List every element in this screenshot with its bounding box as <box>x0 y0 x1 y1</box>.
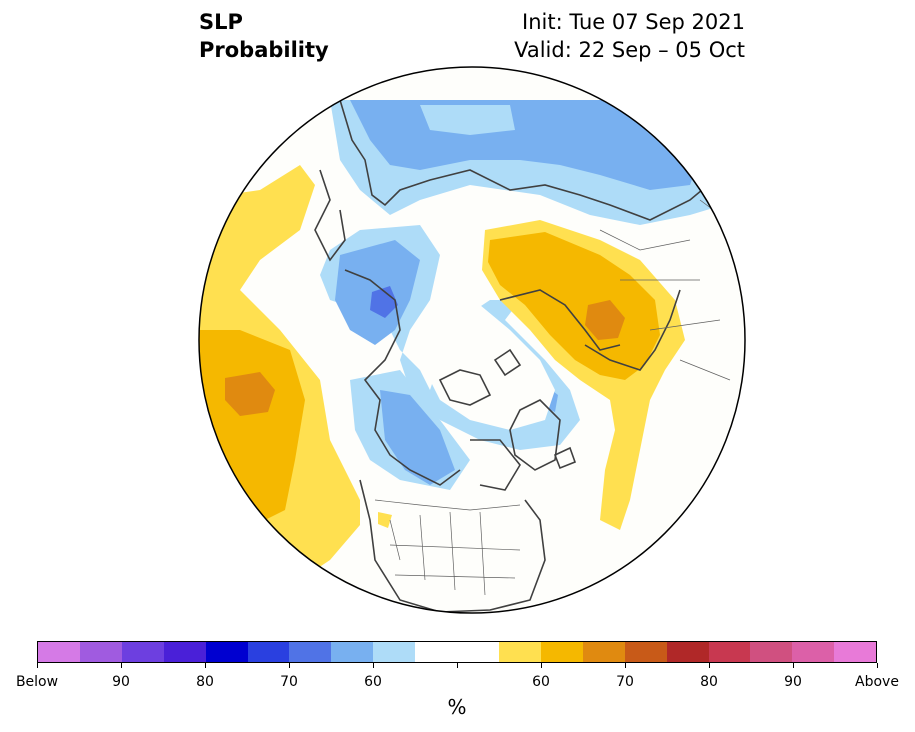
colorbar-tick-label: 60 <box>364 674 382 690</box>
colorbar-segment <box>708 642 751 662</box>
greenland-coast <box>509 399 561 471</box>
colorbar-segment <box>834 642 877 662</box>
colorbar-tick <box>36 663 38 668</box>
iceland-coast <box>553 446 577 470</box>
valid-range: Valid: 22 Sep – 05 Oct <box>514 38 745 62</box>
borders <box>374 199 741 596</box>
atlantic-above-mid-region <box>199 330 305 520</box>
coastlines <box>314 99 721 613</box>
colorbar-segment <box>498 642 541 662</box>
europe-above-mid-region <box>488 232 660 380</box>
colorbar-segment <box>792 642 835 662</box>
chart-title: SLP Probability <box>199 8 329 64</box>
colorbar-segment <box>121 642 164 662</box>
asia-borders <box>599 199 741 381</box>
colorbar-tick-label: 80 <box>196 674 214 690</box>
colorbar-segment <box>415 642 458 662</box>
colorbar-tick-label: 90 <box>784 674 802 690</box>
colorbar-tick-label: 90 <box>112 674 130 690</box>
alaska-coast <box>344 269 461 486</box>
colorbar-tick <box>456 663 458 668</box>
arctic-neutral-region <box>425 305 555 430</box>
scandinavia-coast <box>499 289 621 351</box>
colorbar-tick <box>876 663 878 668</box>
hudson-bay-coast <box>470 439 521 491</box>
colorbar-segment <box>247 642 290 662</box>
colorbar-tick-label: 70 <box>616 674 634 690</box>
colorbar-segment <box>540 642 583 662</box>
title-variable: SLP <box>199 10 243 34</box>
colorbar-tick <box>288 663 290 668</box>
colorbar-tick <box>624 663 626 668</box>
siberia-below-inner-region <box>420 105 515 135</box>
colorbar-segment <box>457 642 499 662</box>
colorbar-tick-label: 70 <box>280 674 298 690</box>
colorbar-tick-label: 80 <box>700 674 718 690</box>
atlantic-above-small-region <box>378 512 392 528</box>
colorbar-segment <box>205 642 248 662</box>
pacific-below-center-region <box>370 286 398 318</box>
asia-north-coast <box>339 99 721 221</box>
colorbar-segment <box>582 642 625 662</box>
colorbar-segment <box>750 642 793 662</box>
colorbar-segment <box>163 642 206 662</box>
colorbar-segment <box>289 642 332 662</box>
europe-above-core-region <box>585 300 625 340</box>
colorbar-unit: % <box>447 695 467 719</box>
colorbar-tick <box>120 663 122 668</box>
colorbar-segment <box>38 642 80 662</box>
colorbar-segment <box>79 642 122 662</box>
colorbar-segment <box>666 642 709 662</box>
north-america-coast <box>359 479 546 613</box>
colorbar-segment <box>373 642 416 662</box>
colorbar <box>37 641 877 663</box>
colorbar-tick <box>204 663 206 668</box>
colorbar-tick <box>372 663 374 668</box>
kamchatka-coast <box>314 169 346 262</box>
colorbar-tick-label: Above <box>855 674 899 690</box>
chart-dates: Init: Tue 07 Sep 2021 Valid: 22 Sep – 05… <box>514 8 745 64</box>
europe-coast <box>584 289 681 371</box>
canada-us-border <box>374 499 521 511</box>
canada-below-core-region <box>380 390 455 485</box>
colorbar-segment <box>624 642 667 662</box>
colorbar-tick <box>540 663 542 668</box>
colorbar-tick-label: Below <box>15 674 59 690</box>
colorbar-tick <box>708 663 710 668</box>
atlantic-above-core-region <box>225 372 275 416</box>
colorbar-segment <box>331 642 374 662</box>
init-date: Init: Tue 07 Sep 2021 <box>522 10 745 34</box>
map-boundary <box>198 66 746 614</box>
colorbar-tick-label: 60 <box>532 674 550 690</box>
us-state-lines <box>389 511 521 596</box>
probability-fields <box>199 67 745 613</box>
polar-map <box>198 66 746 614</box>
colorbar-tick <box>792 663 794 668</box>
canada-arctic-islands <box>438 348 522 406</box>
title-product: Probability <box>199 38 329 62</box>
